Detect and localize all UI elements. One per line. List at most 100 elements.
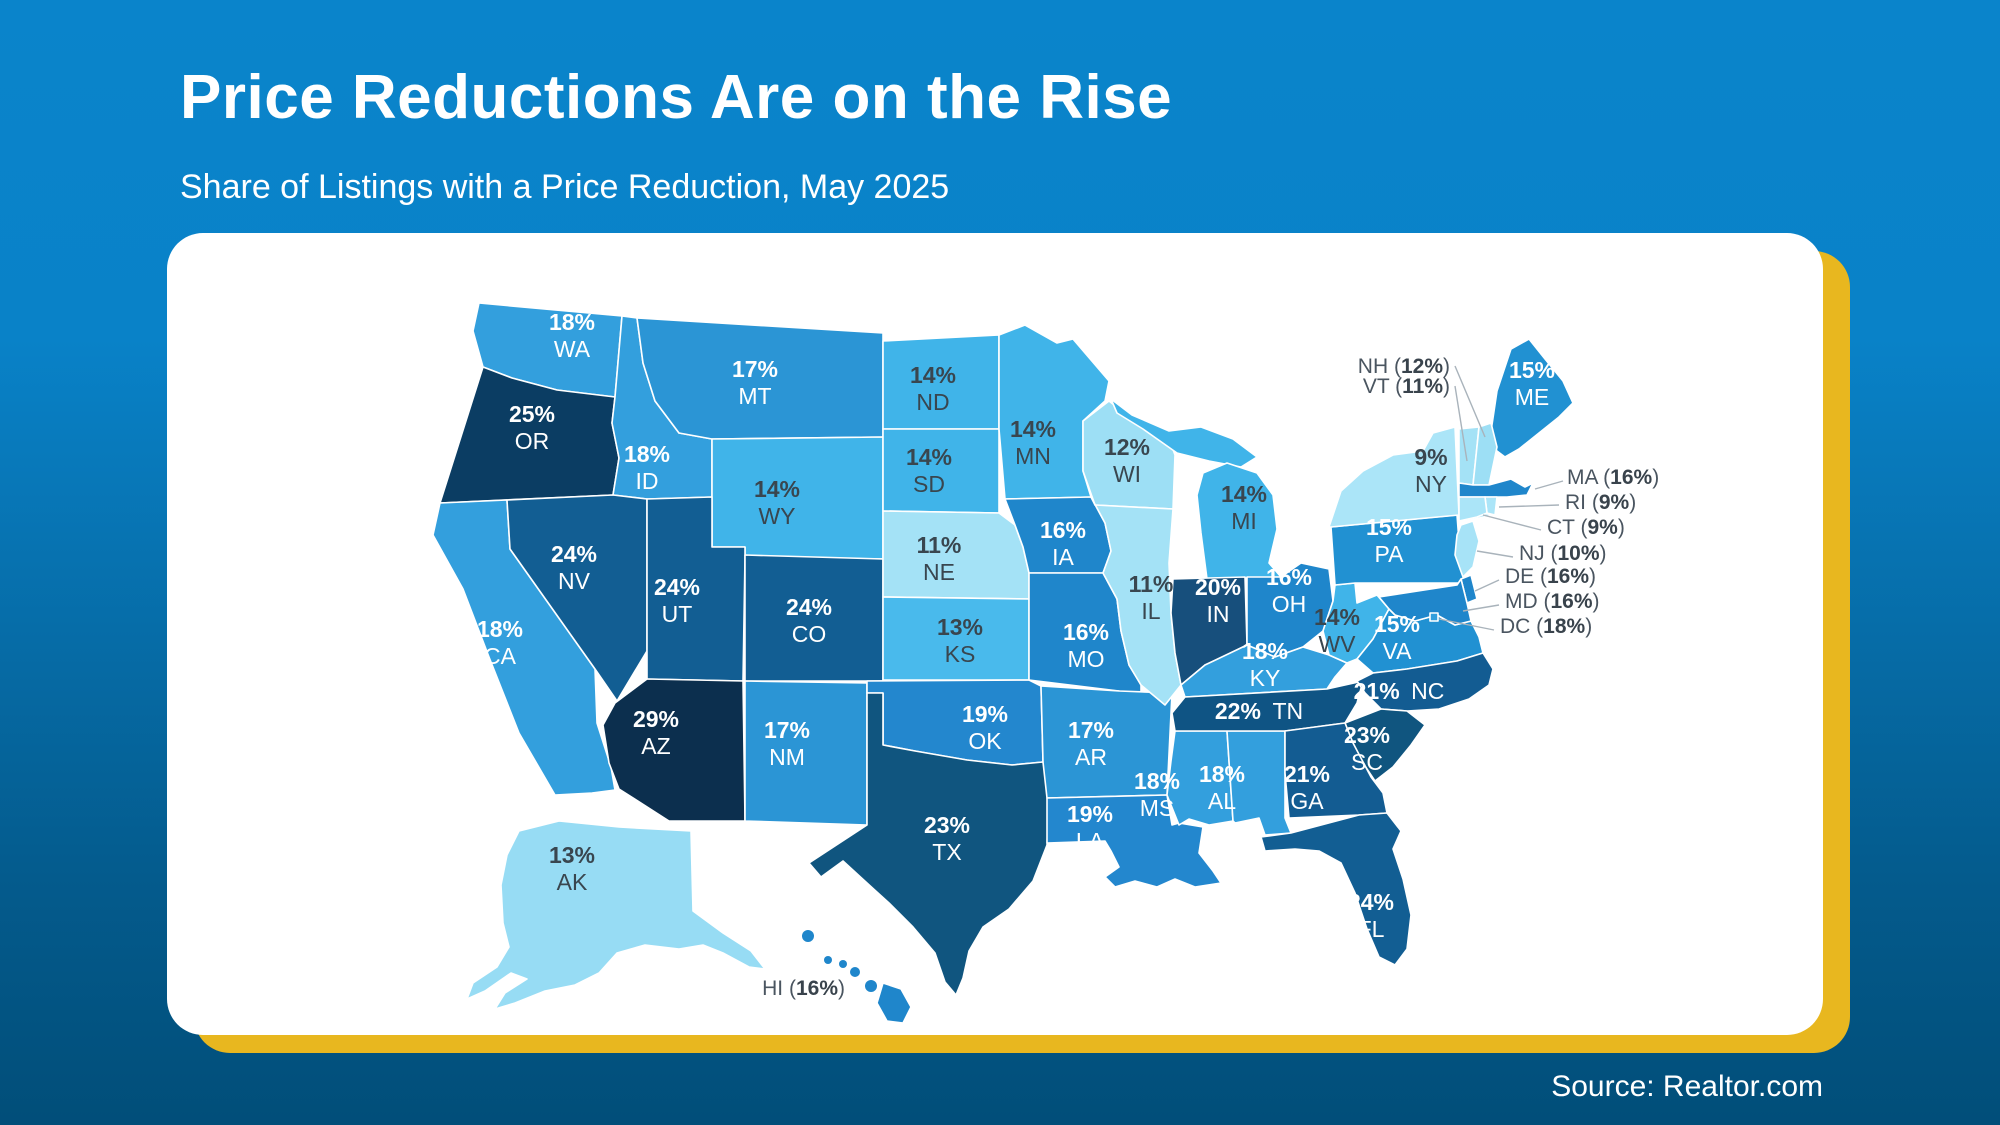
label-abbr-nd: ND — [916, 389, 949, 415]
state-fl — [1260, 812, 1412, 966]
label-abbr-tx: TX — [932, 839, 961, 865]
page-title: Price Reductions Are on the Rise — [180, 63, 1173, 132]
state-nh — [1472, 422, 1498, 486]
label-value-sc: 23% — [1344, 722, 1390, 748]
label-value-ne: 11% — [917, 532, 962, 558]
label-abbr-ky: KY — [1250, 665, 1281, 691]
callout-label-dc: DC (18%) — [1500, 615, 1592, 638]
callout-label-md: MD (16%) — [1505, 590, 1600, 613]
label-value-id: 18% — [624, 441, 670, 467]
label-abbr-wv: WV — [1318, 631, 1356, 657]
label-value-la: 19% — [1067, 801, 1113, 827]
state-hi-island — [802, 930, 814, 942]
leader-line-nh — [1454, 365, 1486, 438]
page-subtitle: Share of Listings with a Price Reduction… — [180, 168, 950, 206]
label-value-me: 15% — [1509, 357, 1555, 383]
callout-label-ma: MA (16%) — [1567, 466, 1659, 489]
label-abbr-pa: PA — [1375, 541, 1405, 567]
label-value-il: 11% — [1129, 571, 1174, 597]
label-abbr-or: OR — [515, 428, 550, 454]
state-az — [602, 678, 746, 822]
label-abbr-ar: AR — [1075, 744, 1107, 770]
label-abbr-mt: MT — [738, 383, 771, 409]
state-mn — [998, 324, 1110, 500]
label-abbr-ok: OK — [968, 728, 1002, 754]
label-abbr-ny: NY — [1415, 471, 1447, 497]
state-hi-island — [824, 956, 832, 964]
leader-line-md — [1462, 604, 1500, 612]
state-mi — [1110, 398, 1258, 468]
label-abbr-ia: IA — [1052, 544, 1074, 570]
label-abbr-mo: MO — [1067, 646, 1104, 672]
leader-line-nj — [1476, 550, 1514, 558]
state-nc — [1356, 652, 1494, 712]
label-value-ny: 9% — [1414, 444, 1447, 470]
label-tn: 22% TN — [1215, 698, 1303, 724]
label-value-ga: 21% — [1284, 761, 1330, 787]
state-ak — [466, 820, 766, 1010]
state-me — [1488, 338, 1574, 458]
label-value-va: 15% — [1374, 611, 1420, 637]
label-abbr-ca: CA — [484, 643, 517, 669]
leader-line-ma — [1534, 480, 1564, 490]
leader-line-ri — [1498, 504, 1560, 508]
label-abbr-la: LA — [1076, 828, 1105, 854]
state-mi — [1196, 462, 1282, 580]
label-abbr-ms: MS — [1140, 795, 1175, 821]
label-abbr-il: IL — [1141, 598, 1160, 624]
label-value-nm: 17% — [764, 717, 810, 743]
state-md — [1378, 578, 1472, 626]
label-value-wa: 18% — [549, 309, 595, 335]
label-abbr-sd: SD — [913, 471, 945, 497]
label-value-ca: 18% — [477, 616, 523, 642]
state-hi-island — [839, 960, 847, 968]
state-nv — [506, 494, 648, 702]
label-abbr-mn: MN — [1015, 443, 1051, 469]
label-value-sd: 14% — [906, 444, 952, 470]
label-value-ok: 19% — [962, 701, 1008, 727]
label-value-ut: 24% — [654, 574, 700, 600]
label-abbr-nm: NM — [769, 744, 805, 770]
label-abbr-sc: SC — [1351, 749, 1383, 775]
label-value-ar: 17% — [1068, 717, 1114, 743]
state-ga — [1284, 722, 1388, 819]
state-tx — [808, 692, 1050, 996]
label-abbr-me: ME — [1515, 384, 1550, 410]
label-value-az: 29% — [633, 706, 679, 732]
leader-line-de — [1474, 579, 1500, 592]
label-value-ms: 18% — [1134, 768, 1180, 794]
label-value-ks: 13% — [937, 614, 983, 640]
callout-label-vt: VT (11%) — [1363, 375, 1450, 398]
label-abbr-co: CO — [792, 621, 827, 647]
label-abbr-oh: OH — [1272, 591, 1307, 617]
label-value-oh: 16% — [1266, 564, 1312, 590]
label-abbr-ga: GA — [1290, 788, 1324, 814]
label-abbr-ak: AK — [557, 869, 588, 895]
label-abbr-fl: FL — [1358, 916, 1385, 942]
label-value-mt: 17% — [732, 356, 778, 382]
state-ct — [1458, 496, 1488, 522]
state-shapes — [432, 302, 1574, 1024]
label-value-nv: 24% — [551, 541, 597, 567]
label-value-ky: 18% — [1242, 638, 1288, 664]
label-abbr-id: ID — [636, 468, 659, 494]
label-value-ak: 13% — [549, 842, 595, 868]
label-nc: 21% NC — [1354, 678, 1445, 704]
leader-line-dc — [1438, 618, 1495, 631]
label-value-mo: 16% — [1063, 619, 1109, 645]
label-value-mn: 14% — [1010, 416, 1056, 442]
state-dc — [1429, 612, 1439, 622]
label-value-wv: 14% — [1314, 604, 1360, 630]
callout-label-nh: NH (12%) — [1358, 355, 1450, 378]
label-abbr-wi: WI — [1113, 461, 1141, 487]
label-value-in: 20% — [1195, 574, 1241, 600]
state-il — [1090, 496, 1182, 706]
label-abbr-ne: NE — [923, 559, 955, 585]
callout-label-de: DE (16%) — [1505, 565, 1596, 588]
label-abbr-wa: WA — [554, 336, 591, 362]
label-abbr-mi: MI — [1231, 508, 1257, 534]
callout-label-nj: NJ (10%) — [1519, 542, 1607, 565]
label-abbr-az: AZ — [641, 733, 670, 759]
label-value-al: 18% — [1199, 761, 1245, 787]
leader-line-ct — [1482, 514, 1542, 531]
